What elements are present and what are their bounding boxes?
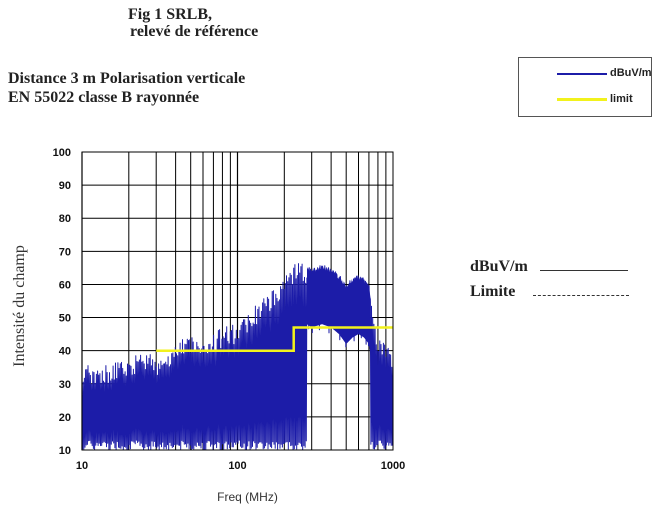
series-limit	[156, 326, 393, 352]
solid-line-sample	[539, 270, 628, 271]
y-tick-label: 20	[59, 412, 71, 424]
legend-item-dbuv: dBuV/m	[519, 67, 652, 81]
legend-label-limit: limit	[610, 93, 633, 105]
subtitle-line-1: Distance 3 m Polarisation verticale	[8, 70, 246, 87]
chart-legend: dBuV/m limit	[518, 57, 652, 117]
chart-subtitle: Distance 3 m Polarisation verticale EN 5…	[8, 69, 245, 107]
x-tick-label: 10	[76, 460, 88, 472]
y-tick-label: 40	[59, 346, 71, 358]
side-legend-dbuv: dBuV/m	[470, 258, 628, 276]
y-tick-label: 90	[59, 180, 71, 192]
chart-svg: 100 90 80 70 60 50 40 30 20 10 10 100 1000 Intensit…	[11, 147, 405, 504]
plot-frame	[81, 151, 394, 451]
y-tick-labels: 100 90 80 70 60 50 40 30 20 10	[53, 147, 71, 457]
chart-title: Fig 1 SRLB, relevé de référence	[128, 6, 258, 40]
y-tick-label: 80	[59, 213, 71, 225]
x-tick-labels: 10 100 1000	[76, 460, 405, 472]
side-legend-dbuv-label: dBuV/m	[470, 258, 528, 275]
limit-line	[156, 326, 393, 352]
title-line-2: relevé de référence	[130, 23, 259, 40]
y-tick-label: 70	[59, 246, 71, 258]
subtitle-line-2: EN 55022 classe B rayonnée	[8, 89, 200, 106]
side-legend-limite-label: Limite	[470, 283, 516, 300]
legend-label-dbuv: dBuV/m	[610, 67, 652, 79]
title-line-1: Fig 1 SRLB,	[128, 6, 213, 23]
x-tick-label: 1000	[381, 460, 405, 472]
y-axis-label: Intensité du champ	[11, 245, 28, 367]
legend-swatch-dbuv	[557, 73, 607, 75]
series-dbuv	[81, 263, 394, 451]
legend-item-limit: limit	[519, 93, 651, 107]
signal-dense-band	[307, 265, 371, 358]
y-tick-label: 100	[53, 147, 71, 159]
y-tick-label: 60	[59, 279, 71, 291]
legend-swatch-limit	[557, 98, 607, 101]
x-tick-label: 100	[228, 460, 246, 472]
y-tick-label: 50	[59, 313, 71, 325]
dashdot-line-sample	[533, 295, 630, 296]
side-legend-limite: Limite	[470, 283, 630, 301]
x-axis-label: Freq (MHz)	[217, 490, 278, 504]
y-tick-label: 30	[59, 379, 71, 391]
y-tick-label: 10	[59, 445, 71, 457]
